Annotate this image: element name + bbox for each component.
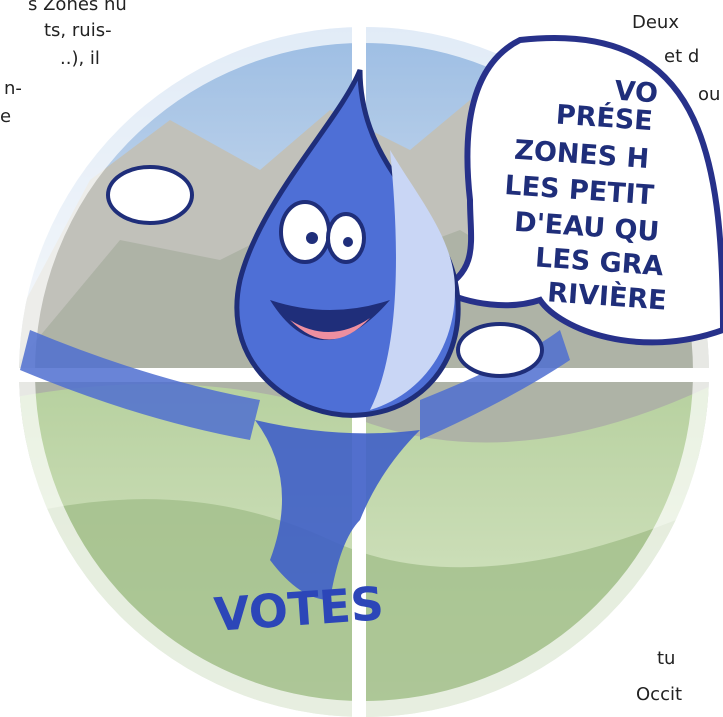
page: s Zones hu ts, ruis- ..), il n- e Deux e…: [0, 0, 723, 717]
illustration: VO PRÉSE ZONES H LES PETIT D'EAU QU LES …: [0, 0, 723, 717]
bubble-text: PRÉSE: [555, 99, 654, 138]
